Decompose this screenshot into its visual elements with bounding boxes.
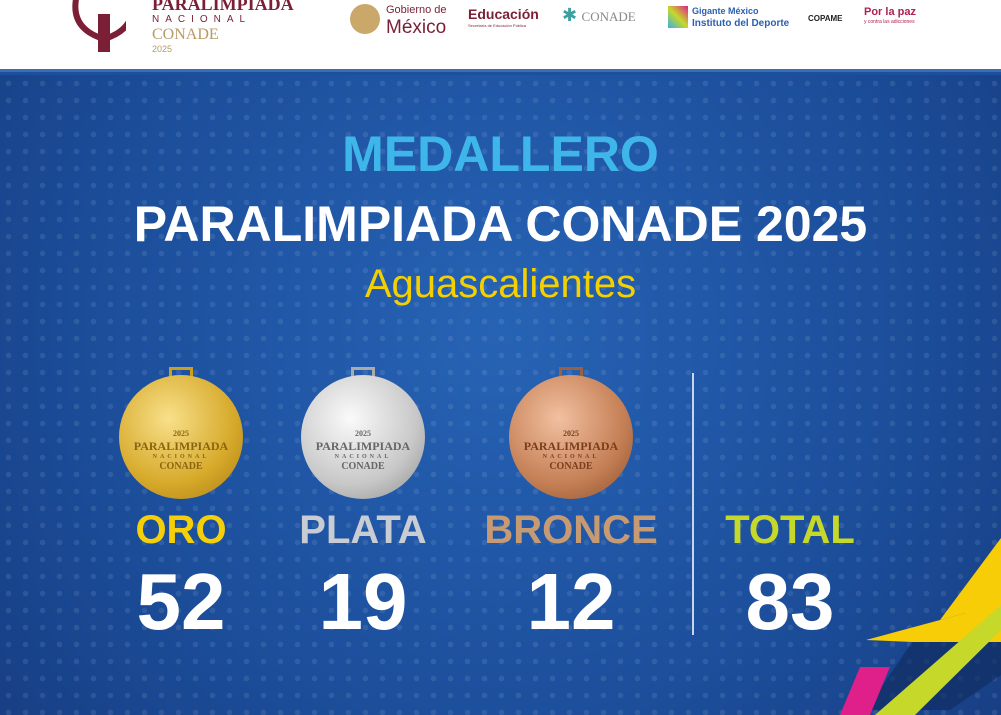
medal-year: 2025 — [355, 429, 371, 438]
por-la-paz-logo: Por la paz y contra las adicciones — [864, 6, 916, 26]
medal-text: NACIONAL — [334, 454, 392, 460]
medal-gold: 2025 PARALIMPIADA NACIONAL CONADE — [119, 367, 243, 499]
educacion-logo: Educación Secretaría de Educación Públic… — [468, 6, 539, 29]
kicker-title: MEDALLERO — [342, 126, 659, 182]
medal-table-panel: MEDALLERO PARALIMPIADA CONADE 2025 Aguas… — [0, 75, 1001, 715]
runner-icon: ✱ — [562, 5, 578, 25]
medal-text: PARALIMPIADA — [523, 439, 619, 453]
sponsor-sub: Instituto del Deporte — [692, 18, 790, 29]
location: Aguascalientes — [364, 262, 637, 306]
medal-text: NACIONAL — [152, 454, 210, 460]
medal-bronze: 2025 PARALIMPIADA NACIONAL CONADE — [509, 367, 633, 499]
medal-loop — [559, 367, 583, 379]
medal-silver-disc — [301, 375, 425, 499]
sponsor-top: Gobierno de — [386, 4, 447, 16]
medal-bronze-disc — [509, 375, 633, 499]
sponsor-name: COPAME — [808, 14, 843, 23]
logo-line2: NACIONAL — [152, 14, 252, 25]
sponsor-name: México — [386, 17, 447, 38]
coat-of-arms-icon — [350, 4, 380, 34]
conade-logo: ✱ CONADE — [562, 5, 636, 26]
bronze-count: 12 — [526, 557, 616, 646]
sponsor-name: Gigante México — [692, 6, 759, 16]
medal-text: NACIONAL — [542, 454, 600, 460]
bronze-label: BRONCE — [484, 508, 658, 552]
logo-line1: PARALIMPIADA — [152, 0, 294, 14]
sponsor-name: CONADE — [581, 9, 636, 24]
medal-text: PARALIMPIADA — [315, 439, 411, 453]
main-title: PARALIMPIADA CONADE 2025 — [133, 196, 868, 252]
torch-laurel-icon — [72, 0, 126, 52]
divider — [692, 373, 694, 635]
sponsor-sub: Secretaría de Educación Pública — [468, 23, 527, 28]
sponsor-name: Por la paz — [864, 6, 916, 18]
decorative-stripes — [840, 538, 1001, 715]
medal-year: 2025 — [173, 429, 189, 438]
medal-text: CONADE — [159, 461, 203, 472]
medal-year: 2025 — [563, 429, 579, 438]
copame-logo: COPAME — [808, 14, 843, 23]
medal-loop — [169, 367, 193, 379]
gold-label: ORO — [135, 508, 227, 552]
logo-line4: 2025 — [152, 44, 173, 54]
logo-line3: CONADE — [152, 26, 219, 43]
paralimpiada-logo: PARALIMPIADA NACIONAL CONADE 2025 — [66, 0, 336, 56]
medal-silver: 2025 PARALIMPIADA NACIONAL CONADE — [301, 367, 425, 499]
silver-label: PLATA — [299, 508, 427, 552]
sponsor-name: Educación — [468, 6, 539, 22]
medal-text: CONADE — [549, 461, 593, 472]
medal-gold-disc — [119, 375, 243, 499]
silver-count: 19 — [318, 557, 408, 646]
pattern-icon — [668, 6, 688, 28]
medal-text: PARALIMPIADA — [133, 439, 229, 453]
medal-text: CONADE — [341, 461, 385, 472]
header-logo-bar: PARALIMPIADA NACIONAL CONADE 2025 Gobier… — [0, 0, 1001, 72]
total-label: TOTAL — [725, 508, 855, 552]
total-count: 83 — [745, 557, 835, 646]
gold-count: 52 — [136, 557, 226, 646]
sponsor-sub: y contra las adicciones — [864, 19, 915, 25]
medal-loop — [351, 367, 375, 379]
gigante-deporte-logo: Gigante México Instituto del Deporte — [668, 6, 798, 36]
